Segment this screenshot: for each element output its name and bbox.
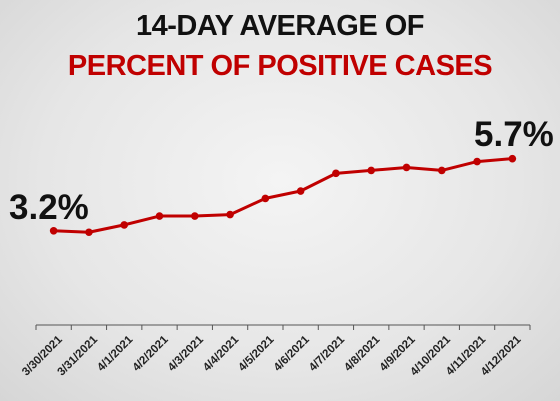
x-tick-label: 4/6/2021 [272,333,313,374]
data-point [261,194,270,203]
data-point [437,166,446,175]
data-point [508,154,517,163]
chart-title-line-1: 14-DAY AVERAGE OF [135,10,425,42]
data-point [85,228,93,237]
start-value-callout: 3.2% [9,188,89,227]
data-point [49,226,58,235]
x-tick-label: 4/8/2021 [342,333,383,374]
data-point [120,221,129,229]
x-tick-label: 4/2/2021 [131,333,172,374]
x-tick-label: 4/7/2021 [307,333,348,374]
x-tick-label: 4/4/2021 [201,333,242,374]
data-point [296,187,305,195]
data-point [155,212,164,220]
data-point [473,157,481,166]
x-tick-label: 4/3/2021 [166,333,207,374]
data-point [190,212,199,220]
x-tick-label: 4/1/2021 [95,333,136,374]
data-point [332,169,340,178]
data-point [402,163,411,172]
end-value-callout: 5.7% [474,115,554,154]
chart-title-line-2: PERCENT OF POSITIVE CASES [67,50,493,82]
series-line [53,157,513,234]
data-point [226,210,234,219]
x-tick-label: 4/5/2021 [236,333,277,374]
data-point [367,166,376,175]
